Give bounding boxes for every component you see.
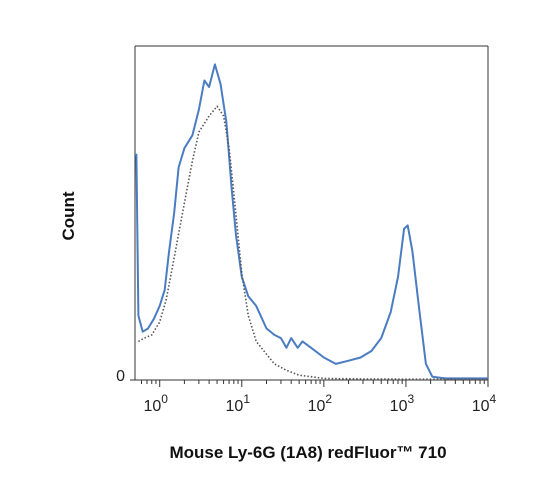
- x-tick-label-3: 103: [390, 392, 415, 415]
- tick-labels: 100 101 102 103 104 0: [116, 368, 496, 415]
- y-tick-label-0: 0: [116, 368, 125, 385]
- x-axis-title: Mouse Ly-6G (1A8) redFluor™ 710: [169, 443, 446, 462]
- x-tick-label-4: 104: [472, 392, 497, 415]
- x-tick-label-1: 101: [226, 392, 251, 415]
- tick-marks: [130, 379, 489, 387]
- x-tick-label-0: 100: [143, 392, 168, 415]
- series-line-1-dotted: [138, 105, 489, 381]
- series-line-0-solid: [135, 63, 488, 380]
- x-tick-label-2: 102: [308, 392, 333, 415]
- plot-area: [134, 45, 489, 381]
- series-layer: [135, 63, 489, 381]
- y-axis-title: Count: [59, 191, 78, 240]
